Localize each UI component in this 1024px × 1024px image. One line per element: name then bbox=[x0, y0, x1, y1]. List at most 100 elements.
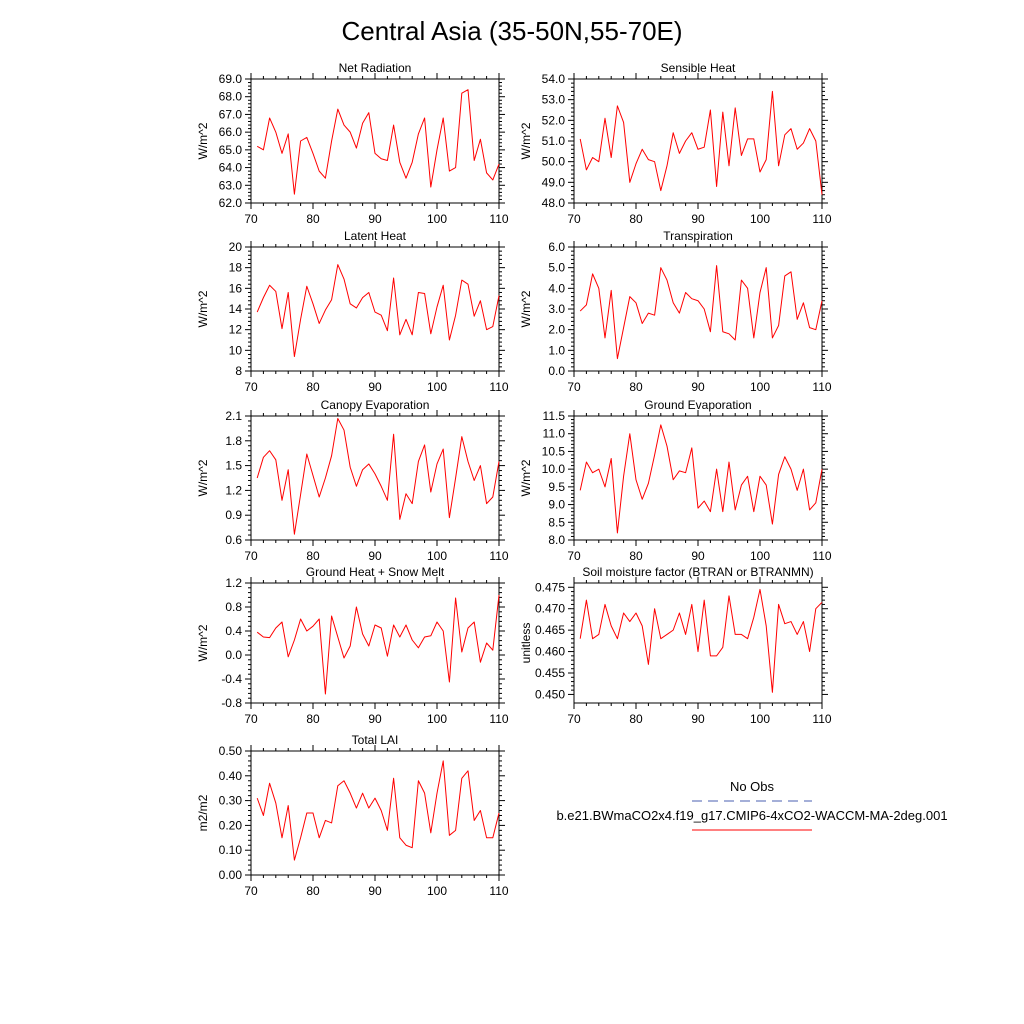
y-tick-label: 0.460 bbox=[535, 645, 565, 659]
y-axis-label: m2/m2 bbox=[196, 794, 210, 831]
y-tick-label: 12 bbox=[229, 323, 243, 337]
x-tick-label: 70 bbox=[244, 549, 258, 563]
y-tick-label: 0.6 bbox=[225, 533, 242, 547]
panel-1: Net Radiation W/m^2 62.0 63.0 64.0 65.0 66.0 67… bbox=[196, 61, 509, 226]
y-tick-label: 67.0 bbox=[219, 107, 243, 121]
y-tick-label: 16 bbox=[229, 281, 243, 295]
series-line bbox=[579, 265, 823, 360]
y-tick-label: 63.0 bbox=[219, 178, 243, 192]
panel-7: Ground Heat + Snow Melt W/m^2 -0.8 -0.4 0.0 0… bbox=[196, 565, 509, 726]
x-tick-label: 80 bbox=[629, 712, 643, 726]
y-tick-label: 9.0 bbox=[548, 498, 565, 512]
x-tick-label: 110 bbox=[489, 212, 508, 226]
y-tick-label: 52.0 bbox=[542, 113, 566, 127]
panel-title: Canopy Evaporation bbox=[321, 398, 430, 412]
y-tick-label: 50.0 bbox=[542, 155, 566, 169]
panel-frame bbox=[250, 246, 500, 372]
y-tick-label: 53.0 bbox=[542, 93, 566, 107]
x-tick-label: 100 bbox=[750, 549, 770, 563]
y-tick-label: -0.4 bbox=[221, 672, 242, 686]
y-axis-label: W/m^2 bbox=[196, 459, 210, 496]
x-tick-label: 70 bbox=[567, 380, 581, 394]
y-tick-label: 1.0 bbox=[548, 343, 565, 357]
y-tick-label: 0.30 bbox=[219, 794, 243, 808]
y-tick-label: 62.0 bbox=[219, 196, 243, 210]
panels: Net Radiation W/m^2 62.0 63.0 64.0 65.0 66.0 67… bbox=[196, 61, 832, 898]
y-tick-label: 0.40 bbox=[219, 769, 243, 783]
x-tick-label: 110 bbox=[812, 380, 831, 394]
x-tick-label: 100 bbox=[427, 212, 447, 226]
panel-title: Latent Heat bbox=[344, 229, 407, 243]
x-tick-label: 90 bbox=[368, 549, 382, 563]
y-tick-label: 0.00 bbox=[219, 868, 243, 882]
y-tick-label: 0.470 bbox=[535, 602, 565, 616]
x-tick-label: 100 bbox=[427, 380, 447, 394]
x-tick-label: 80 bbox=[629, 380, 643, 394]
y-tick-label: 0.9 bbox=[225, 508, 242, 522]
panel-8: Soil moisture factor (BTRAN or BTRANMN) u… bbox=[519, 565, 832, 726]
y-tick-label: 0.50 bbox=[219, 744, 243, 758]
panel-2: Sensible Heat W/m^2 48.0 49.0 50.0 51.0 52.0 53… bbox=[519, 61, 832, 226]
y-tick-label: 14 bbox=[229, 302, 243, 316]
x-tick-label: 70 bbox=[244, 212, 258, 226]
x-tick-label: 90 bbox=[368, 212, 382, 226]
panel-frame bbox=[573, 78, 823, 204]
y-tick-label: 11.0 bbox=[543, 427, 566, 441]
y-tick-label: 3.0 bbox=[548, 302, 565, 316]
panel-4: Transpiration W/m^2 0.0 1.0 2.0 3.0 4.0 5.0 6.0 7… bbox=[519, 229, 832, 394]
x-tick-label: 80 bbox=[629, 549, 643, 563]
x-tick-label: 70 bbox=[567, 712, 581, 726]
x-tick-label: 110 bbox=[489, 712, 508, 726]
y-tick-label: 1.2 bbox=[225, 483, 242, 497]
panel-frame bbox=[250, 582, 500, 704]
y-tick-label: 0.20 bbox=[219, 818, 243, 832]
y-tick-label: 0.8 bbox=[225, 600, 242, 614]
y-tick-label: 69.0 bbox=[219, 72, 243, 86]
panel-frame bbox=[250, 415, 500, 541]
x-tick-label: 90 bbox=[691, 549, 705, 563]
y-tick-label: 10.0 bbox=[542, 462, 566, 476]
panel-title: Ground Evaporation bbox=[644, 398, 751, 412]
legend: No Obs b.e21.BWmaCO2x4.f19_g17.CMIP6-4xC… bbox=[556, 779, 948, 831]
y-tick-label: 51.0 bbox=[542, 134, 566, 148]
x-tick-label: 80 bbox=[306, 212, 320, 226]
y-tick-label: 0.0 bbox=[225, 648, 242, 662]
panel-frame bbox=[573, 415, 823, 541]
x-tick-label: 80 bbox=[306, 884, 320, 898]
panel-5: Canopy Evaporation W/m^2 0.6 0.9 1.2 1.5 1.8 2.… bbox=[196, 398, 509, 563]
x-tick-label: 90 bbox=[368, 712, 382, 726]
y-tick-label: 0.10 bbox=[219, 843, 243, 857]
x-tick-label: 70 bbox=[567, 549, 581, 563]
x-tick-label: 90 bbox=[691, 380, 705, 394]
y-tick-label: 66.0 bbox=[219, 125, 243, 139]
x-tick-label: 90 bbox=[691, 212, 705, 226]
y-tick-label: 5.0 bbox=[548, 261, 565, 275]
panel-frame bbox=[573, 246, 823, 372]
y-tick-label: 18 bbox=[229, 261, 243, 275]
panel-frame bbox=[250, 750, 500, 876]
x-tick-label: 110 bbox=[489, 549, 508, 563]
y-axis-label: W/m^2 bbox=[196, 290, 210, 327]
y-tick-label: 10 bbox=[229, 343, 243, 357]
series-line bbox=[256, 89, 500, 195]
panel-title: Sensible Heat bbox=[661, 61, 736, 75]
panel-title: Total LAI bbox=[352, 733, 399, 747]
y-tick-label: 65.0 bbox=[219, 143, 243, 157]
series-line bbox=[579, 424, 823, 534]
x-tick-label: 80 bbox=[306, 549, 320, 563]
x-tick-label: 110 bbox=[489, 380, 508, 394]
y-tick-label: 0.450 bbox=[535, 687, 565, 701]
x-tick-label: 80 bbox=[629, 212, 643, 226]
y-tick-label: 2.0 bbox=[548, 323, 565, 337]
x-tick-label: 80 bbox=[306, 712, 320, 726]
y-tick-label: 20 bbox=[229, 240, 243, 254]
y-tick-label: 1.8 bbox=[225, 434, 242, 448]
y-tick-label: 0.0 bbox=[548, 364, 565, 378]
y-tick-label: 8.0 bbox=[548, 533, 565, 547]
panel-title: Ground Heat + Snow Melt bbox=[306, 565, 445, 579]
y-axis-label: W/m^2 bbox=[519, 459, 533, 496]
legend-label-model: b.e21.BWmaCO2x4.f19_g17.CMIP6-4xCO2-WACC… bbox=[556, 808, 947, 823]
panel-title: Net Radiation bbox=[339, 61, 412, 75]
y-axis-label: unitless bbox=[519, 623, 533, 664]
